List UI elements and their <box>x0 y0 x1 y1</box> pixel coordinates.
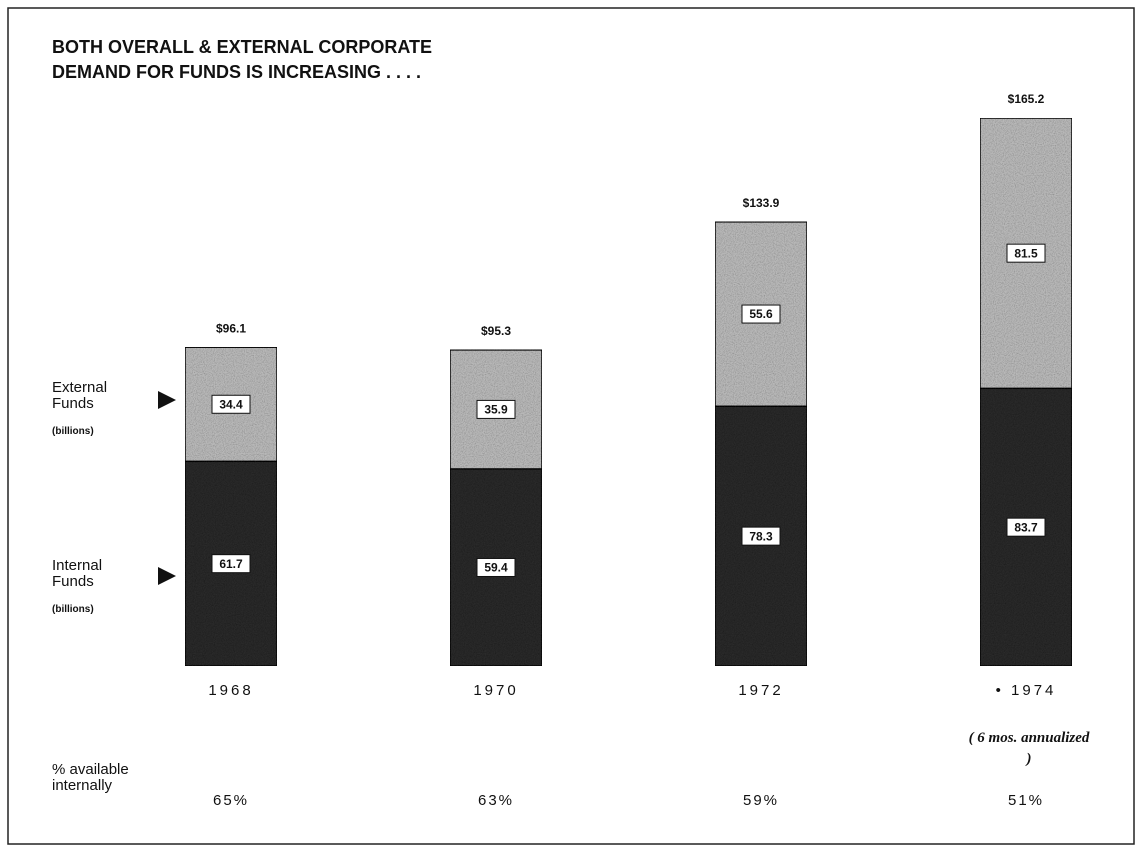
x-tick-label: • 1974 <box>996 682 1057 699</box>
value-label: 83.7 <box>1014 520 1038 534</box>
x-tick-label: 1968 <box>208 682 253 699</box>
value-label-box <box>476 399 516 419</box>
value-label: 81.5 <box>1014 246 1038 260</box>
pct-title: % available internally <box>52 761 129 794</box>
value-label: 55.6 <box>749 307 773 321</box>
value-label-box <box>211 394 251 414</box>
total-label: $133.9 <box>743 196 780 210</box>
value-label: 35.9 <box>484 403 508 417</box>
value-label-box <box>1006 243 1046 263</box>
value-label-box <box>211 554 251 574</box>
legend-arrow <box>158 391 176 409</box>
value-label: 59.4 <box>484 561 508 575</box>
frame <box>7 7 1135 845</box>
value-label-box <box>741 304 781 324</box>
chart-title: DEMAND FOR FUNDS IS INCREASING . . . . <box>52 62 421 82</box>
total-label: $95.3 <box>481 324 511 338</box>
pct-label: 59% <box>743 792 779 809</box>
chart-title: BOTH OVERALL & EXTERNAL CORPORATE <box>52 37 432 57</box>
value-label: 34.4 <box>219 397 243 411</box>
total-label: $96.1 <box>216 321 246 335</box>
legend-arrow <box>158 567 176 585</box>
legend-label: External Funds <box>52 379 108 412</box>
pct-label: 65% <box>213 792 249 809</box>
pct-label: 63% <box>478 792 514 809</box>
legend-unit: (billions) <box>52 604 94 615</box>
legend-label: Internal Funds <box>52 557 103 590</box>
value-label: 78.3 <box>749 529 773 543</box>
x-tick-label: 1970 <box>473 682 518 699</box>
value-label-box <box>741 526 781 546</box>
total-label: $165.2 <box>1008 92 1045 106</box>
value-label-box <box>476 557 516 577</box>
x-tick-label: 1972 <box>738 682 783 699</box>
note: ( 6 mos. annualized ) <box>968 730 1090 767</box>
legend-unit: (billions) <box>52 426 94 437</box>
value-label-box <box>1006 517 1046 537</box>
value-label: 61.7 <box>219 557 243 571</box>
pct-label: 51% <box>1008 792 1044 809</box>
